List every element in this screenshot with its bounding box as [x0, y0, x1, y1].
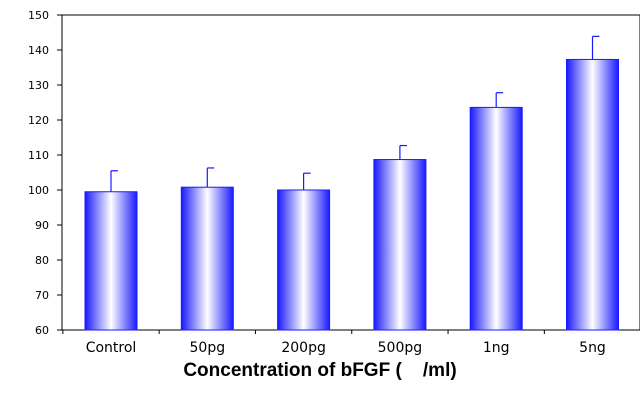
bars-group [84, 35, 619, 331]
y-tick-label: 100 [28, 184, 49, 197]
y-axis: 60 70 80 90 100 110 120 130 140 150 [28, 9, 62, 337]
x-category-label: 500pg [378, 340, 423, 356]
y-tick-label: 70 [35, 289, 49, 302]
bar [373, 159, 427, 331]
y-tick-label: 120 [28, 114, 49, 127]
x-axis-title: Concentration of bFGF ( /ml) [183, 360, 457, 381]
x-category-label: 1ng [483, 340, 510, 356]
y-tick-label: 150 [28, 9, 49, 22]
y-tick-label: 80 [35, 254, 49, 267]
bar [180, 186, 234, 331]
y-tick-label: 90 [35, 219, 49, 232]
x-category-label: Control [86, 340, 137, 356]
y-tick-label: 110 [28, 149, 49, 162]
x-category-label: 200pg [281, 340, 326, 356]
x-category-label: 5ng [579, 340, 606, 356]
bar [84, 191, 138, 331]
x-category-label: 50pg [190, 340, 226, 356]
plot-frame [61, 14, 640, 331]
y-tick-label: 130 [28, 79, 49, 92]
y-tick-label: 60 [35, 324, 49, 337]
bar [469, 106, 523, 331]
bar [566, 58, 619, 331]
x-axis: Control 50pg 200pg 500pg 1ng 5ng [62, 330, 606, 356]
bar [277, 189, 331, 331]
y-tick-label: 140 [28, 44, 49, 57]
